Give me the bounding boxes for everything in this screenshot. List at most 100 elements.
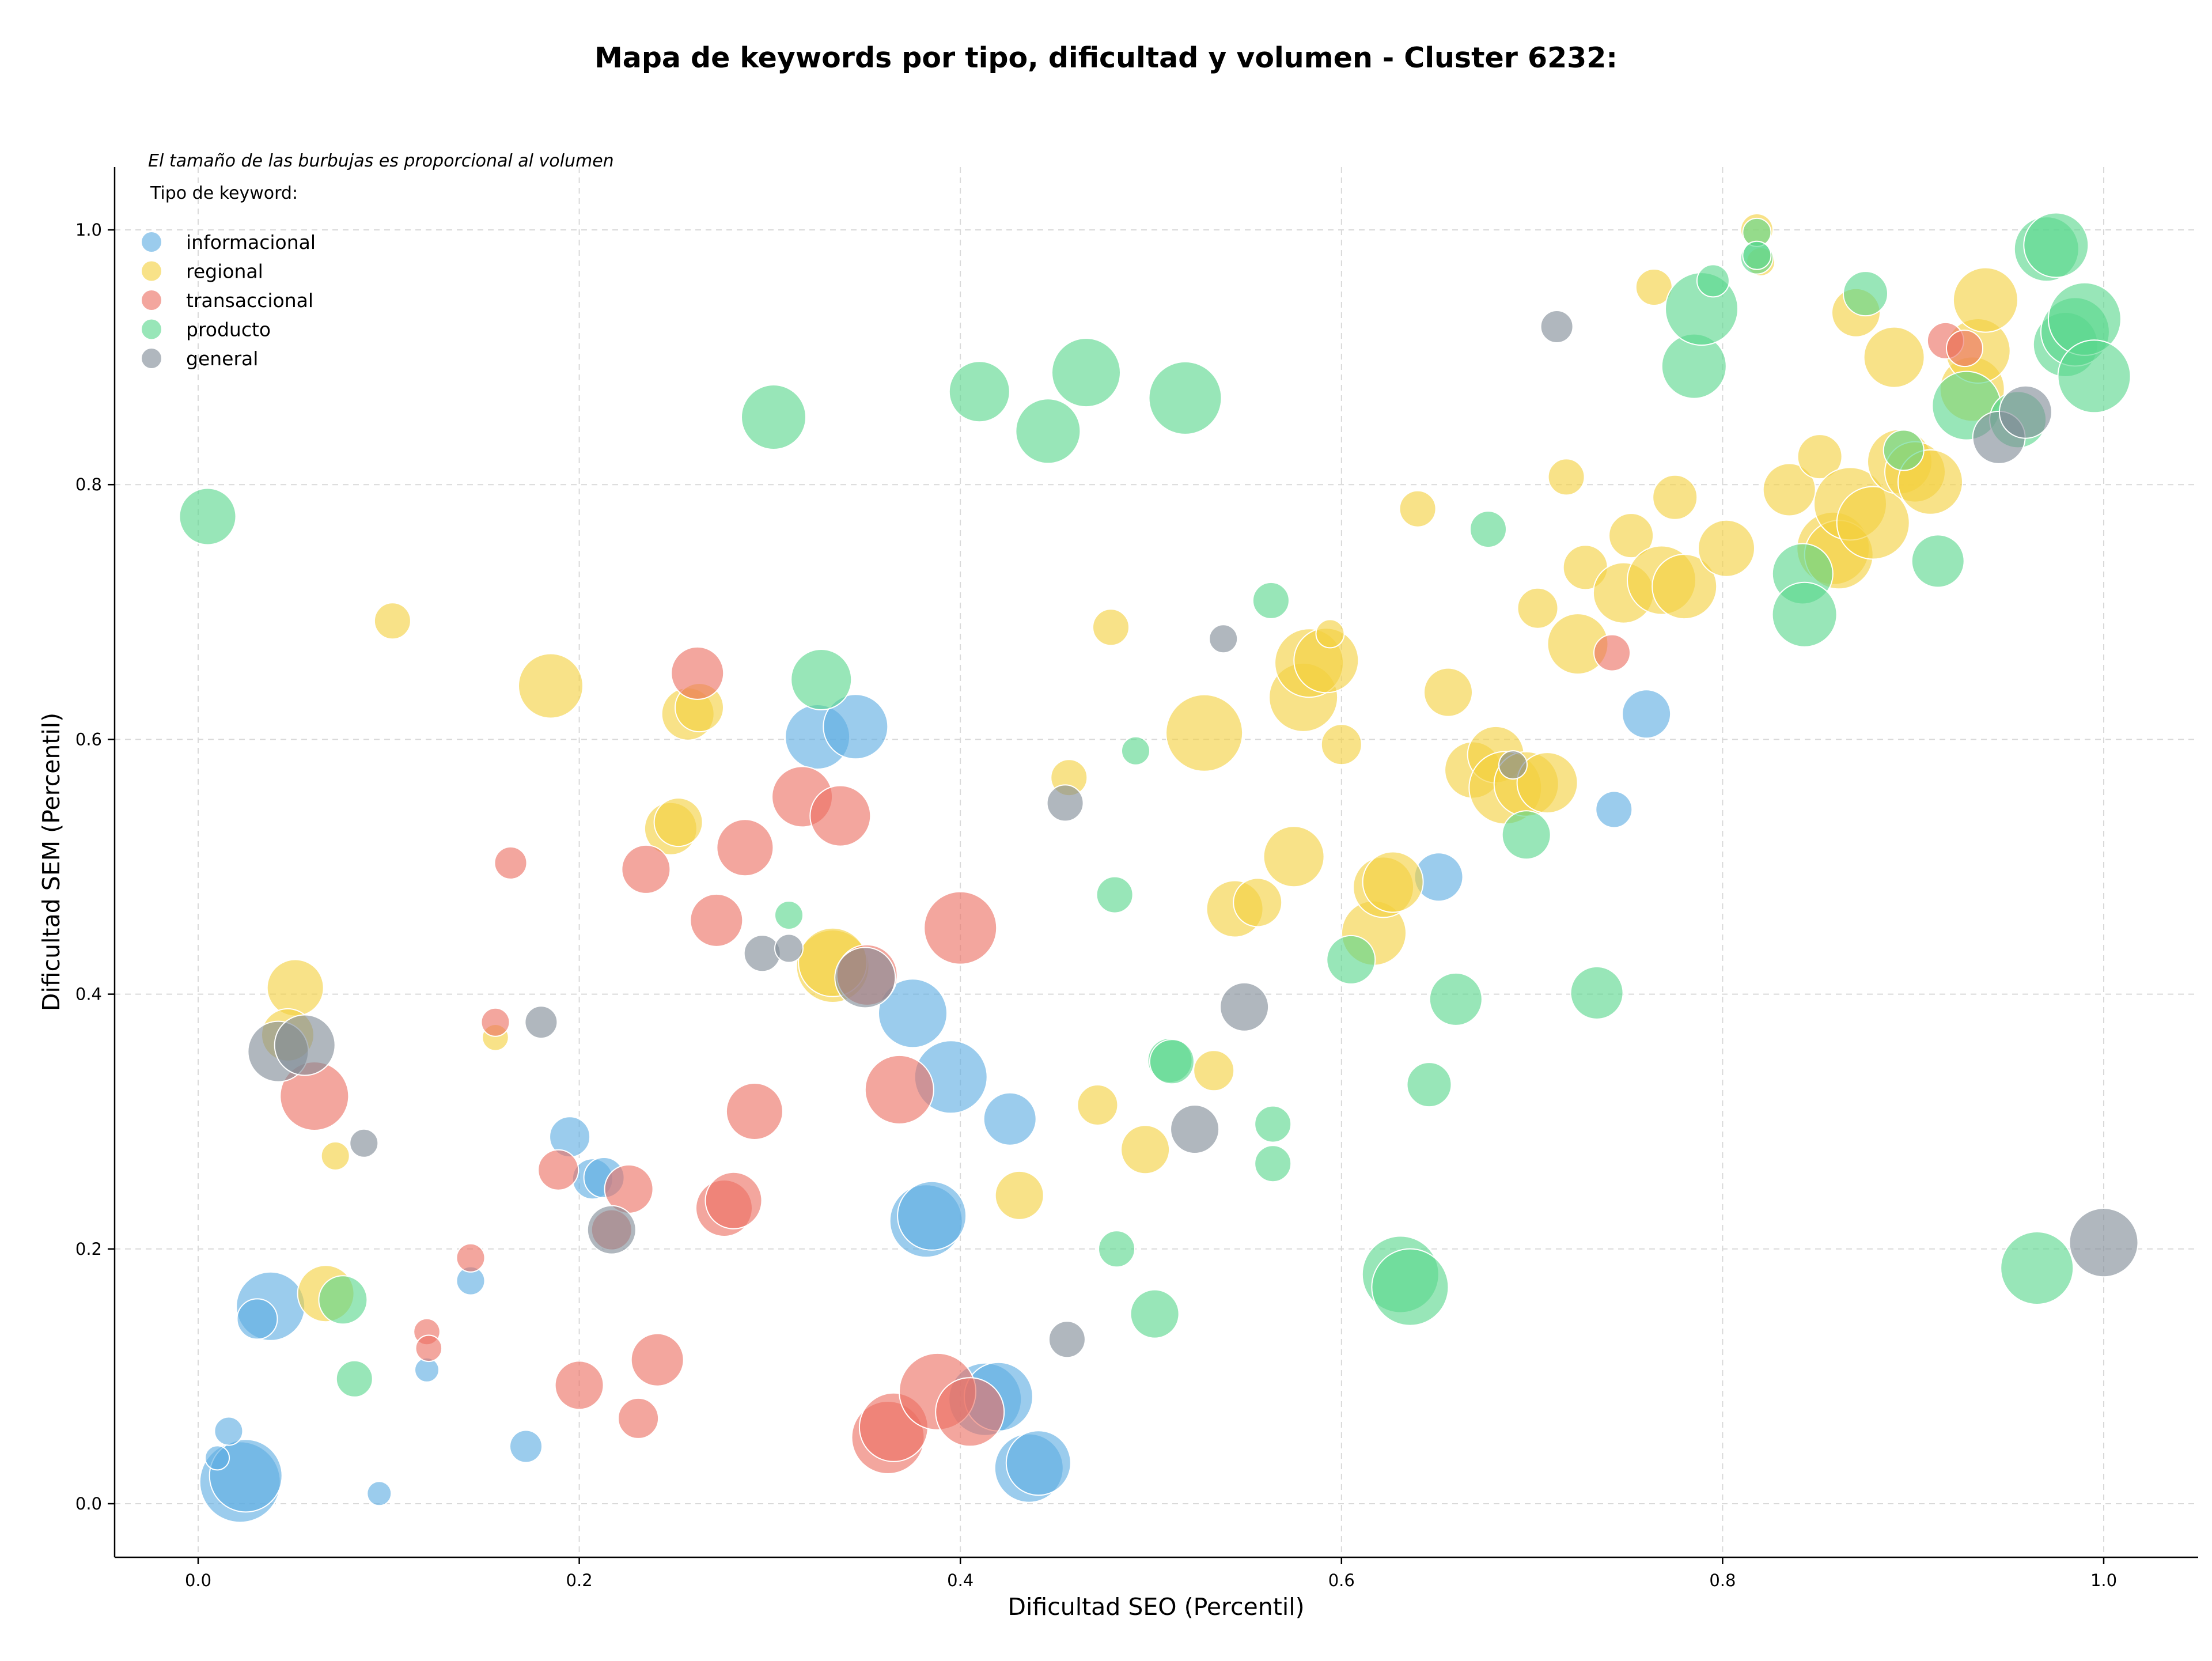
y-ticks: 0.0 0.2 0.4 0.6 0.8 1.0 [75, 220, 115, 1514]
bubble-regional [1077, 1084, 1119, 1126]
y-tick-label: 0.8 [75, 475, 102, 494]
bubble-transaccional [690, 893, 744, 947]
bubble-transaccional [923, 891, 998, 965]
y-tick-label: 0.4 [75, 985, 102, 1004]
legend-label-informacional: informacional [186, 231, 316, 253]
legend-label-transaccional: transaccional [186, 289, 313, 312]
bubble-transaccional [480, 1007, 510, 1037]
bubble-producto [1570, 966, 1624, 1020]
axes [113, 167, 2198, 1558]
bubble-regional [653, 797, 703, 847]
bubble-producto [1696, 264, 1730, 298]
legend-marker-informacional [142, 232, 161, 252]
legend: El tamaño de las burbujas es proporciona… [142, 151, 614, 370]
bubble-regional [1193, 1050, 1235, 1092]
bubble-transaccional [494, 846, 528, 880]
x-axis-label: Dificultad SEO (Percentil) [1007, 1593, 1304, 1621]
bubble-transaccional [864, 1054, 934, 1125]
size-note: El tamaño de las burbujas es proporciona… [148, 151, 614, 171]
legend-marker-transaccional [142, 290, 161, 310]
bubble-general [774, 933, 804, 963]
chart-title: Mapa de keywords por tipo, dificultad y … [594, 41, 1618, 74]
x-tick-label: 0.8 [1709, 1571, 1736, 1590]
legend-label-regional: regional [186, 260, 263, 283]
bubble-producto [1406, 1062, 1452, 1108]
bubble-transaccional [809, 785, 872, 847]
bubble-informacional [366, 1481, 392, 1507]
legend-marker-regional [142, 261, 161, 281]
bubble-general [2069, 1208, 2139, 1278]
bubble-producto [2023, 212, 2089, 278]
bubble-general [586, 1205, 637, 1255]
bubble-producto [1096, 876, 1134, 914]
bubble-regional [994, 1170, 1044, 1220]
bubble-producto [318, 1275, 368, 1325]
bubble-producto [948, 361, 1010, 423]
bubble-general [1998, 385, 2052, 439]
bubble-producto [2000, 1231, 2074, 1305]
bubble-regional [1762, 463, 1816, 517]
bubble-general [743, 934, 781, 973]
bubble-informacional [204, 1445, 230, 1471]
bubble-general [1540, 310, 1574, 343]
bubble-transaccional [415, 1334, 443, 1363]
bubble-general [1209, 624, 1238, 654]
y-tick-label: 0.6 [75, 729, 102, 749]
bubble-regional [1863, 326, 1925, 388]
bubble-transaccional [1946, 330, 1983, 368]
bubble-regional [1797, 434, 1843, 480]
bubble-general [1046, 784, 1084, 822]
bubble-producto [1371, 1248, 1449, 1326]
bubble-informacional [509, 1429, 543, 1463]
bubble-regional [1315, 619, 1345, 649]
bubble-transaccional [554, 1360, 604, 1410]
bubble-regional [1263, 826, 1325, 888]
bubble-regional [1233, 877, 1283, 928]
bubble-producto [335, 1360, 373, 1398]
bubble-regional [1652, 554, 1718, 620]
bubble-regional [1516, 752, 1578, 814]
x-tick-label: 0.2 [566, 1571, 593, 1590]
bubble-transaccional [716, 819, 774, 877]
bubble-producto [1254, 1145, 1292, 1183]
bubble-regional [1092, 608, 1130, 646]
bubble-transaccional [618, 1397, 660, 1439]
bubble-producto [790, 649, 853, 710]
bubble-informacional [1622, 689, 1672, 739]
bubbles [179, 212, 2139, 1523]
bubble-transaccional [630, 1333, 684, 1387]
y-tick-label: 1.0 [75, 220, 102, 240]
y-axis-label: Dificultad SEM (Percentil) [37, 713, 65, 1011]
x-tick-label: 0.6 [1328, 1571, 1355, 1590]
bubble-producto [1098, 1230, 1135, 1268]
bubble-producto [774, 901, 804, 930]
bubble-producto [1149, 1039, 1195, 1085]
bubble-regional [266, 959, 324, 1017]
bubble-producto [1326, 934, 1376, 985]
bubble-producto [1148, 361, 1222, 435]
bubble-general [524, 1005, 558, 1039]
bubble-informacional [1595, 790, 1633, 828]
bubble-producto [741, 384, 806, 450]
bubble-regional [1836, 486, 1910, 560]
bubble-producto [1121, 736, 1150, 766]
bubble-producto [179, 487, 237, 546]
bubble-regional [1165, 694, 1244, 772]
bubble-informacional [878, 978, 948, 1049]
y-tick-label: 0.2 [75, 1239, 102, 1259]
series-general [247, 310, 2139, 1359]
bubble-regional [1362, 851, 1424, 913]
bubble-regional [1320, 724, 1362, 766]
bubble-producto [1843, 271, 1888, 317]
bubble-regional [1399, 490, 1437, 528]
x-tick-label: 0.4 [947, 1571, 974, 1590]
bubble-transaccional [935, 1377, 1005, 1447]
bubble-regional [1120, 1125, 1171, 1175]
x-tick-label: 1.0 [2090, 1571, 2117, 1590]
bubble-regional [1698, 519, 1755, 577]
bubble-informacional [214, 1416, 244, 1446]
bubble-general [1498, 750, 1528, 780]
series-producto [179, 212, 2131, 1398]
bubble-informacional [1005, 1430, 1071, 1496]
